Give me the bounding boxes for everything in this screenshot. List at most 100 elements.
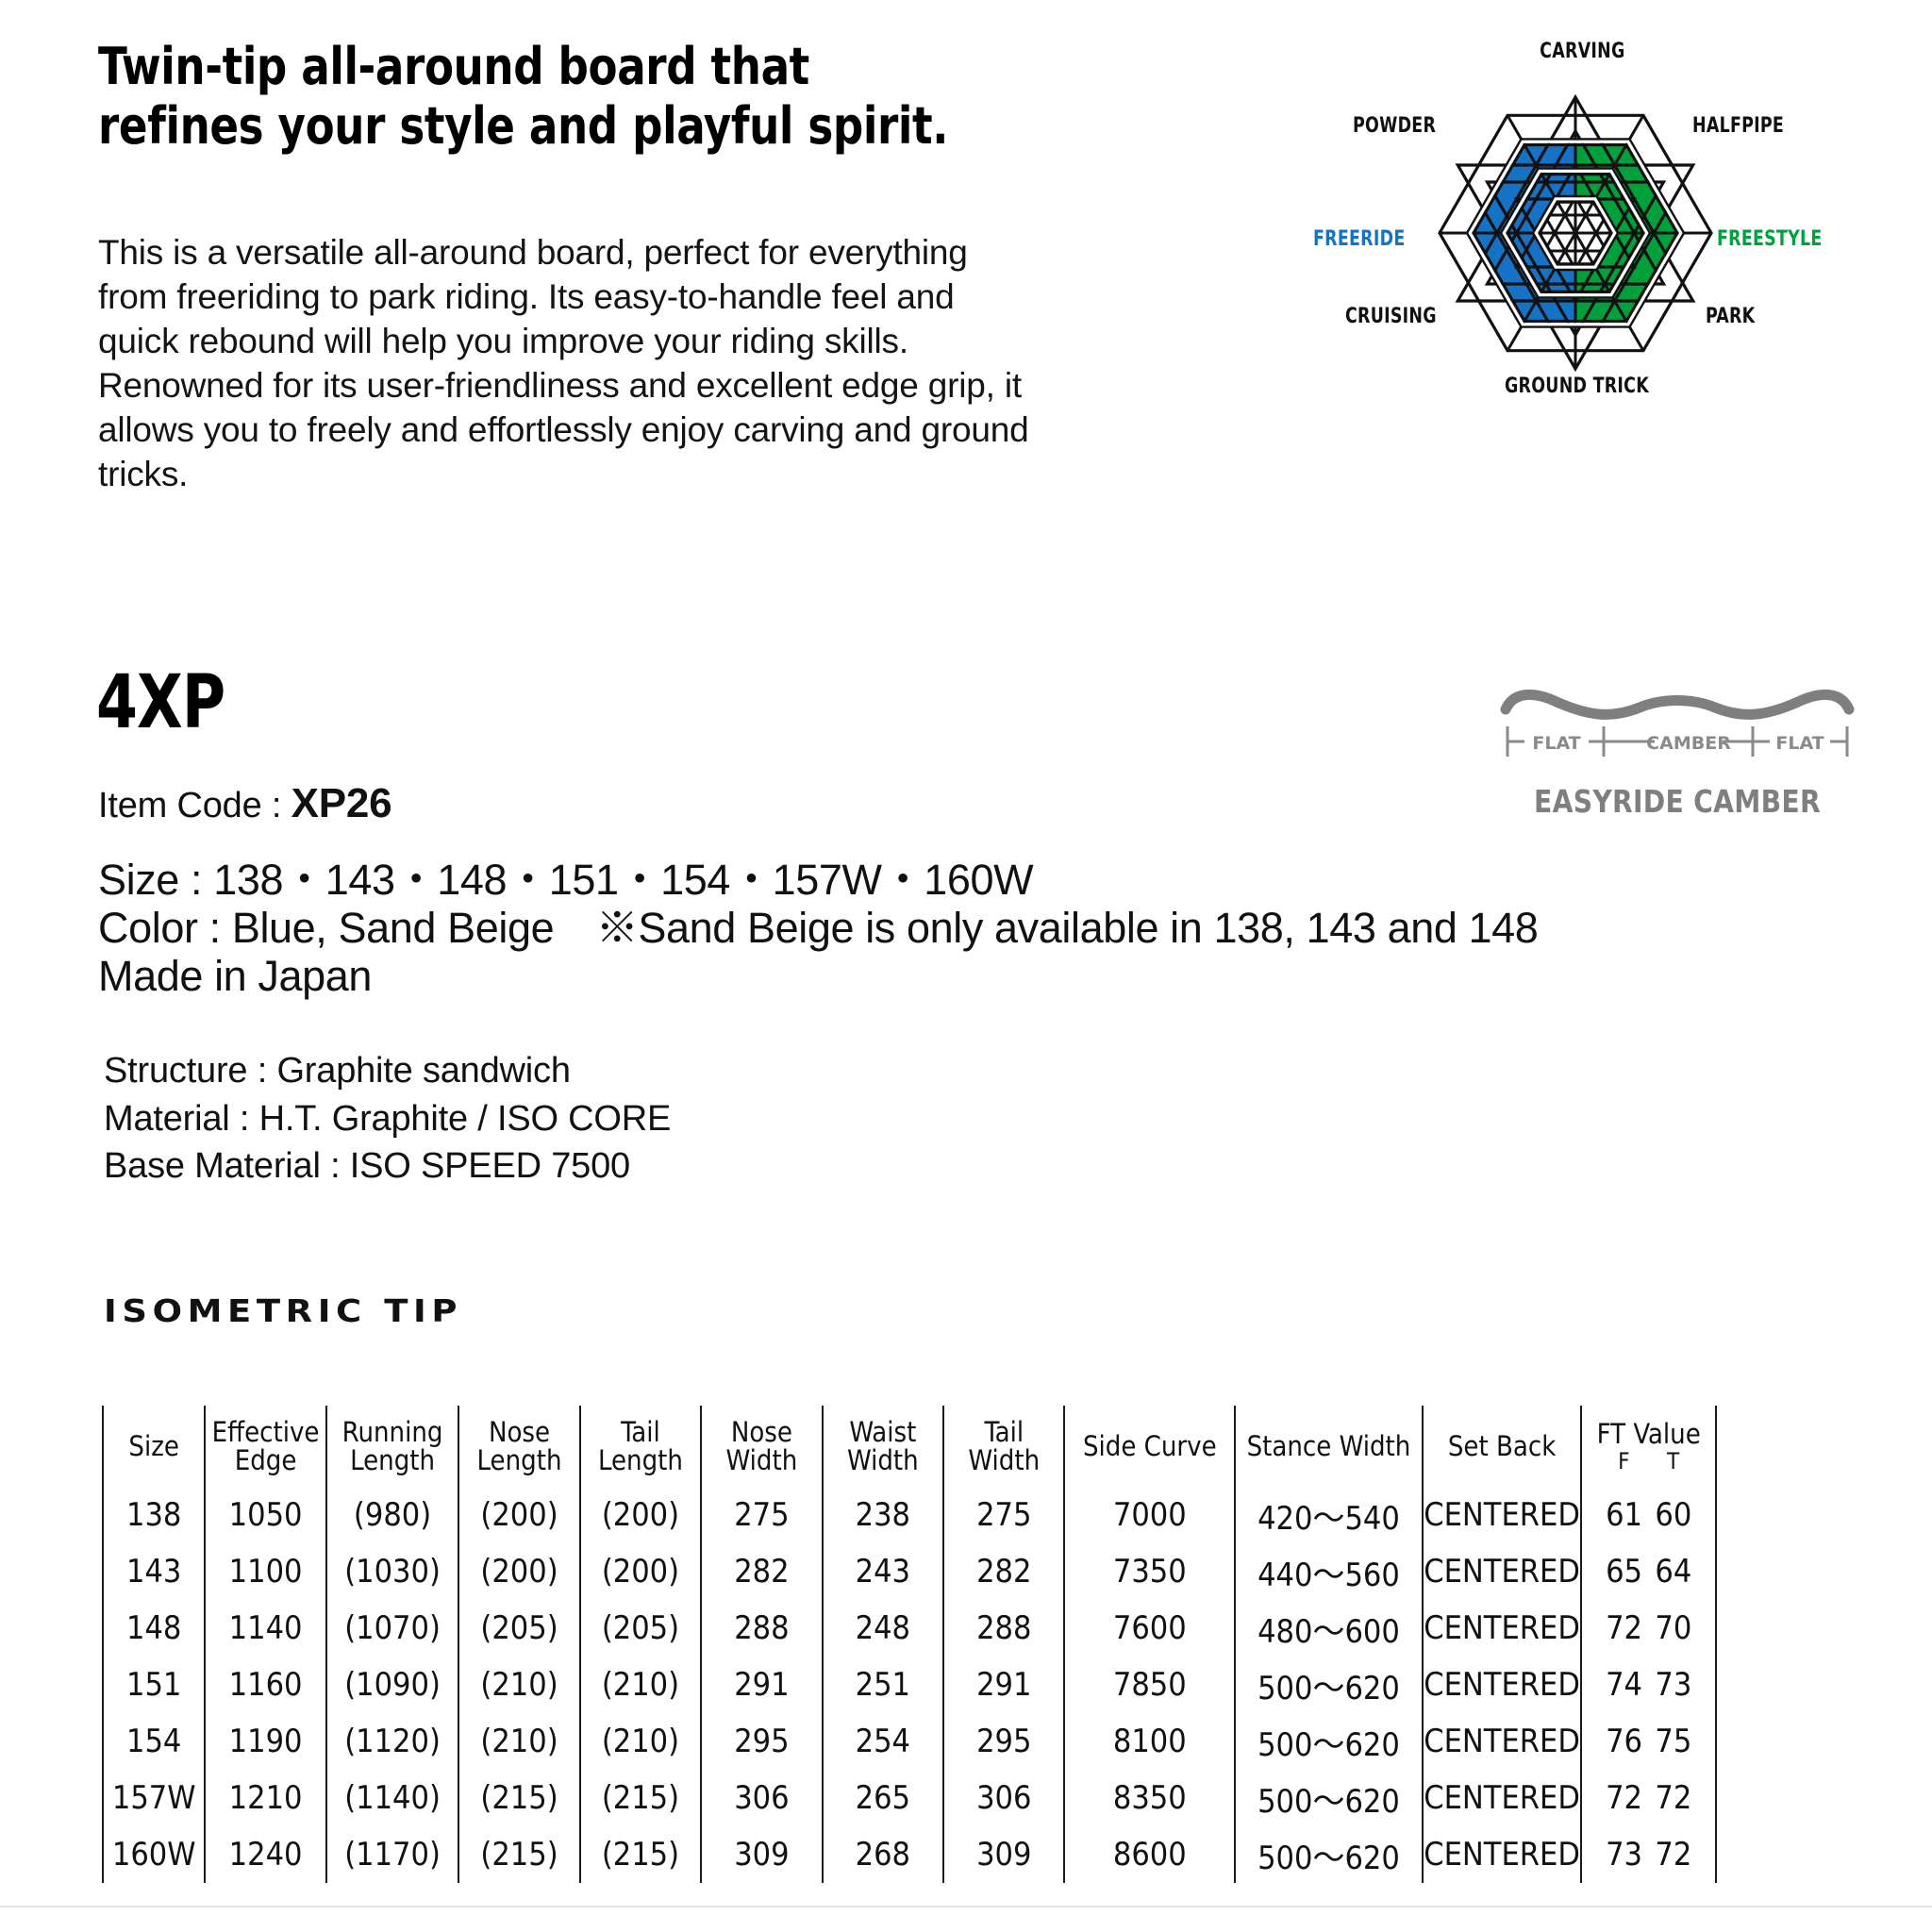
- radar-label-cruising: CRUISING: [1345, 305, 1437, 328]
- model-name: 4XP: [96, 660, 225, 745]
- cell-set-back: CENTERED: [1421, 1487, 1583, 1543]
- cell-size: 148: [101, 1600, 207, 1657]
- cell-effective-edge: 1240: [204, 1826, 327, 1883]
- camber-caption: EASYRIDE CAMBER: [1534, 783, 1821, 820]
- cell-nose-width: 275: [700, 1487, 824, 1543]
- radar-label-ground-trick: GROUND TRICK: [1505, 375, 1649, 398]
- cell-ft-t: 73: [1655, 1666, 1692, 1704]
- cell-size: 157W: [101, 1770, 207, 1826]
- cell-running-length: (1030): [325, 1543, 460, 1600]
- cell-running-length: (1120): [325, 1713, 460, 1770]
- cell-effective-edge: 1210: [204, 1770, 327, 1826]
- col-header-effective-edge: Effective Edge: [204, 1406, 327, 1487]
- material-line: Material : H.T. Graphite / ISO CORE: [104, 1098, 672, 1139]
- cell-side-curve: 8350: [1063, 1770, 1237, 1826]
- cell-waist-width: 268: [821, 1826, 945, 1883]
- cell-tail-length: (200): [578, 1487, 703, 1543]
- cell-nose-width: 309: [700, 1826, 824, 1883]
- table-row: 154 1190 (1120) (210) (210) 295 254 295 8100 500〜…: [101, 1713, 1717, 1770]
- cell-nose-width: 306: [700, 1770, 824, 1826]
- cell-ft-value: 76 75: [1580, 1713, 1717, 1770]
- intro-paragraph: This is a versatile all-around board, pe…: [98, 233, 1029, 493]
- cell-nose-width: 282: [700, 1543, 824, 1600]
- cell-set-back: CENTERED: [1421, 1826, 1583, 1883]
- cell-ft-f: 65: [1606, 1553, 1642, 1591]
- cell-set-back: CENTERED: [1421, 1657, 1583, 1713]
- radar-label-halfpipe: HALFPIPE: [1692, 114, 1785, 138]
- cell-stance-width: 420〜540: [1234, 1487, 1424, 1543]
- col-header-side-curve: Side Curve: [1063, 1406, 1237, 1487]
- table-row: 151 1160 (1090) (210) (210) 291 251 291 7850 500〜…: [101, 1657, 1717, 1713]
- cell-effective-edge: 1140: [204, 1600, 327, 1657]
- cell-set-back: CENTERED: [1421, 1713, 1583, 1770]
- spec-table-header-row: Size Effective Edge Running Length Nose Len…: [101, 1406, 1717, 1487]
- col-header-set-back: Set Back: [1421, 1406, 1583, 1487]
- cell-effective-edge: 1100: [204, 1543, 327, 1600]
- cell-set-back: CENTERED: [1421, 1770, 1583, 1826]
- radar-label-powder: POWDER: [1353, 114, 1437, 138]
- camber-flat-left-label: FLAT: [1532, 733, 1580, 754]
- cell-waist-width: 251: [821, 1657, 945, 1713]
- cell-side-curve: 7000: [1063, 1487, 1237, 1543]
- cell-tail-length: (215): [578, 1770, 703, 1826]
- cell-size: 143: [101, 1543, 207, 1600]
- cell-ft-t: 72: [1655, 1779, 1692, 1817]
- table-row: 148 1140 (1070) (205) (205) 288 248 288 7600 480〜…: [101, 1600, 1717, 1657]
- cell-size: 151: [101, 1657, 207, 1713]
- col-header-tail-length: Tail Length: [578, 1406, 703, 1487]
- camber-center-label: CAMBER: [1646, 733, 1731, 754]
- cell-nose-length: (215): [458, 1826, 581, 1883]
- size-line: Size : 138・143・148・151・154・157W・160W: [98, 856, 1034, 904]
- cell-waist-width: 265: [821, 1770, 945, 1826]
- item-code-value: XP26: [291, 780, 392, 826]
- cell-ft-f: 74: [1606, 1666, 1642, 1704]
- cell-running-length: (1090): [325, 1657, 460, 1713]
- camber-profile-svg: FLAT CAMBER FLAT: [1500, 689, 1855, 757]
- cell-effective-edge: 1190: [204, 1713, 327, 1770]
- cell-ft-f: 73: [1606, 1836, 1642, 1874]
- radar-label-carving: CARVING: [1540, 40, 1625, 63]
- color-line: Color : Blue, Sand Beige ※Sand Beige is …: [98, 903, 1539, 952]
- cell-stance-width: 500〜620: [1234, 1713, 1424, 1770]
- cell-side-curve: 7600: [1063, 1600, 1237, 1657]
- cell-nose-length: (210): [458, 1713, 581, 1770]
- col-header-stance-width: Stance Width: [1234, 1406, 1424, 1487]
- cell-side-curve: 8600: [1063, 1826, 1237, 1883]
- radar-label-freeride: FREERIDE: [1313, 227, 1406, 251]
- col-header-ft-value: FT Value F T: [1580, 1406, 1717, 1487]
- cell-stance-width: 500〜620: [1234, 1770, 1424, 1826]
- cell-tail-width: 282: [942, 1543, 1066, 1600]
- ft-value-title: FT Value: [1596, 1417, 1701, 1450]
- cell-nose-width: 295: [700, 1713, 824, 1770]
- cell-nose-length: (205): [458, 1600, 581, 1657]
- spec-table: Size Effective Edge Running Length Nose Len…: [101, 1406, 1717, 1883]
- made-in-line: Made in Japan: [98, 951, 373, 1000]
- item-code-label: Item Code :: [98, 786, 291, 825]
- cell-ft-f: 72: [1606, 1779, 1642, 1817]
- col-header-running-length: Running Length: [325, 1406, 460, 1487]
- cell-nose-length: (215): [458, 1770, 581, 1826]
- construction-lines: Structure : Graphite sandwich Material :…: [104, 1047, 671, 1191]
- cell-waist-width: 248: [821, 1600, 945, 1657]
- table-row: 138 1050 (980) (200) (200) 275 238 275 7000 420〜5…: [101, 1487, 1717, 1543]
- cell-size: 154: [101, 1713, 207, 1770]
- cell-tail-length: (200): [578, 1543, 703, 1600]
- cell-ft-value: 74 73: [1580, 1657, 1717, 1713]
- cell-stance-width: 480〜600: [1234, 1600, 1424, 1657]
- cell-tail-length: (210): [578, 1713, 703, 1770]
- cell-ft-value: 72 72: [1580, 1770, 1717, 1826]
- radar-label-freestyle: FREESTYLE: [1717, 227, 1823, 251]
- cell-effective-edge: 1160: [204, 1657, 327, 1713]
- cell-tail-width: 306: [942, 1770, 1066, 1826]
- cell-ft-t: 70: [1655, 1609, 1692, 1647]
- base-material-line: Base Material : ISO SPEED 7500: [104, 1146, 630, 1187]
- cell-tail-width: 295: [942, 1713, 1066, 1770]
- cell-ft-f: 61: [1606, 1496, 1642, 1534]
- cell-stance-width: 440〜560: [1234, 1543, 1424, 1600]
- cell-running-length: (1170): [325, 1826, 460, 1883]
- cell-effective-edge: 1050: [204, 1487, 327, 1543]
- cell-size: 138: [101, 1487, 207, 1543]
- cell-nose-length: (200): [458, 1543, 581, 1600]
- cell-ft-t: 60: [1655, 1496, 1692, 1534]
